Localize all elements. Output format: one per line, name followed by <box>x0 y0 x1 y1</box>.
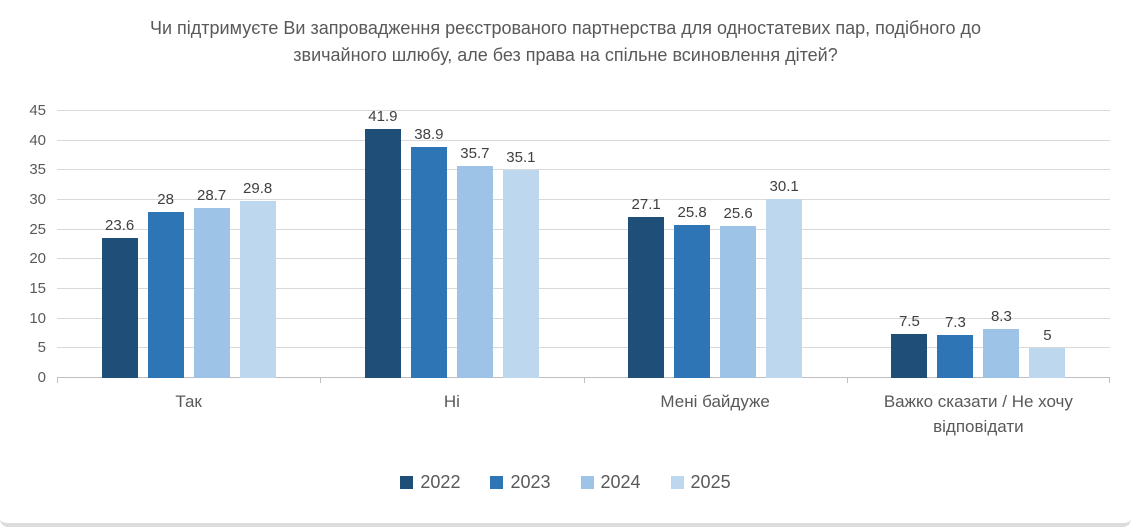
y-tick-label-5: 5 <box>37 339 46 357</box>
x-axis-line <box>57 377 1110 378</box>
legend-swatch-2022 <box>400 476 414 489</box>
data-label: 23.6 <box>105 216 135 234</box>
legend-item-2024: 2024 <box>580 472 641 493</box>
x-axis-labels: Так Ні Мені байдуже Важко сказати / Не хочу… <box>57 390 1110 439</box>
bar-2025-category-3: 30.1 <box>766 178 803 378</box>
bar-2024-category-1: 28.7 <box>193 187 230 378</box>
y-tick-label-45: 45 <box>29 102 46 119</box>
data-label: 28 <box>157 190 174 208</box>
legend-item-2025: 2025 <box>670 472 731 493</box>
category-label-1: Так <box>175 392 202 411</box>
legend-item-2022: 2022 <box>400 472 460 493</box>
plot-area: 23.6 28 28.7 29.8 41.9 38.9 35.7 35.1 27.1 25.8 25… <box>57 108 1110 383</box>
legend-swatch-2024 <box>580 476 594 489</box>
data-label: 7.3 <box>944 313 966 331</box>
bar-group-2: 41.9 38.9 35.7 35.1 <box>320 108 583 378</box>
gridline-45 <box>57 110 1110 111</box>
y-tick-label-10: 10 <box>29 309 46 327</box>
data-label: 35.1 <box>506 148 536 166</box>
data-label: 28.7 <box>197 186 227 204</box>
y-tick-label-35: 35 <box>29 161 46 179</box>
data-label: 25.6 <box>723 205 753 223</box>
y-tick-label-0: 0 <box>37 369 46 386</box>
legend-item-2023: 2023 <box>490 472 551 493</box>
category-label-3: Мені байдуже <box>660 392 770 411</box>
category-label-2: Ні <box>443 392 460 411</box>
y-tick-label-15: 15 <box>29 280 46 297</box>
legend-swatch-2025 <box>670 476 684 489</box>
data-label: 25.8 <box>677 203 707 221</box>
data-label: 5 <box>1043 327 1052 345</box>
bar-2022-category-4: 7.5 <box>891 313 928 378</box>
gridline-35 <box>57 169 1110 171</box>
legend-swatch-2023 <box>490 476 504 489</box>
bar-group-3: 27.1 25.8 25.6 30.1 <box>584 111 847 378</box>
bar-2025-category-4: 5 <box>1029 327 1066 378</box>
y-tick-label-40: 40 <box>29 131 46 149</box>
gridline-15 <box>57 288 1110 289</box>
category-tick <box>1109 378 1110 383</box>
data-label: 8.3 <box>990 307 1012 325</box>
bar-groups: 23.6 28 28.7 29.8 41.9 38.9 35.7 35.1 27.1 25.8 25… <box>57 108 1110 378</box>
bar-group-1: 23.6 28 28.7 29.8 <box>57 111 320 378</box>
category-tick <box>846 378 848 383</box>
data-label: 35.7 <box>460 145 490 163</box>
bar-2022-category-2: 41.9 <box>364 108 401 378</box>
category-tick <box>320 378 322 383</box>
legend-label-2024: 2024 <box>600 472 641 492</box>
bar-2024-category-2: 35.7 <box>456 145 493 378</box>
bar-2022-category-1: 23.6 <box>101 217 138 378</box>
legend-label-2025: 2025 <box>690 472 731 492</box>
data-label: 27.1 <box>631 196 661 214</box>
bar-2023-category-4: 7.3 <box>937 314 974 378</box>
gridline-20 <box>57 258 1110 260</box>
bar-2024-category-3: 25.6 <box>720 205 757 378</box>
bar-2023-category-3: 25.8 <box>674 204 711 378</box>
legend-label-2023: 2023 <box>510 472 551 492</box>
gridline-5 <box>57 347 1110 349</box>
data-label: 7.5 <box>898 312 920 330</box>
y-tick-label-25: 25 <box>29 220 46 238</box>
bar-2023-category-1: 28 <box>147 191 184 378</box>
data-label: 41.9 <box>368 108 398 126</box>
data-label: 29.8 <box>243 180 273 198</box>
data-label: 30.1 <box>769 178 799 196</box>
bar-2025-category-1: 29.8 <box>239 180 276 378</box>
legend: 2022 2023 2024 2025 <box>0 472 1131 493</box>
category-label-4: Важко сказати / Не хочу відповідати <box>883 392 1073 436</box>
y-axis: 0 5 10 15 20 25 30 35 40 45 <box>0 102 48 386</box>
category-tick <box>583 378 585 383</box>
bar-group-4: 7.5 7.3 8.3 5 <box>847 111 1110 378</box>
data-label: 38.9 <box>414 126 444 144</box>
gridline-25 <box>57 228 1110 230</box>
category-tick <box>57 378 58 383</box>
bar-2025-category-2: 35.1 <box>502 149 539 378</box>
y-tick-label-20: 20 <box>29 250 46 268</box>
legend-label-2022: 2022 <box>420 472 461 492</box>
bar-2023-category-2: 38.9 <box>410 126 447 378</box>
gridline-10 <box>57 317 1110 319</box>
gridline-40 <box>57 139 1110 141</box>
chart-title: Чи підтримуєте Ви запровадження реєстров… <box>150 18 981 65</box>
bar-2022-category-3: 27.1 <box>628 196 665 378</box>
bar-2024-category-4: 8.3 <box>983 308 1020 378</box>
y-tick-label-30: 30 <box>29 191 46 208</box>
gridline-30 <box>57 199 1110 200</box>
